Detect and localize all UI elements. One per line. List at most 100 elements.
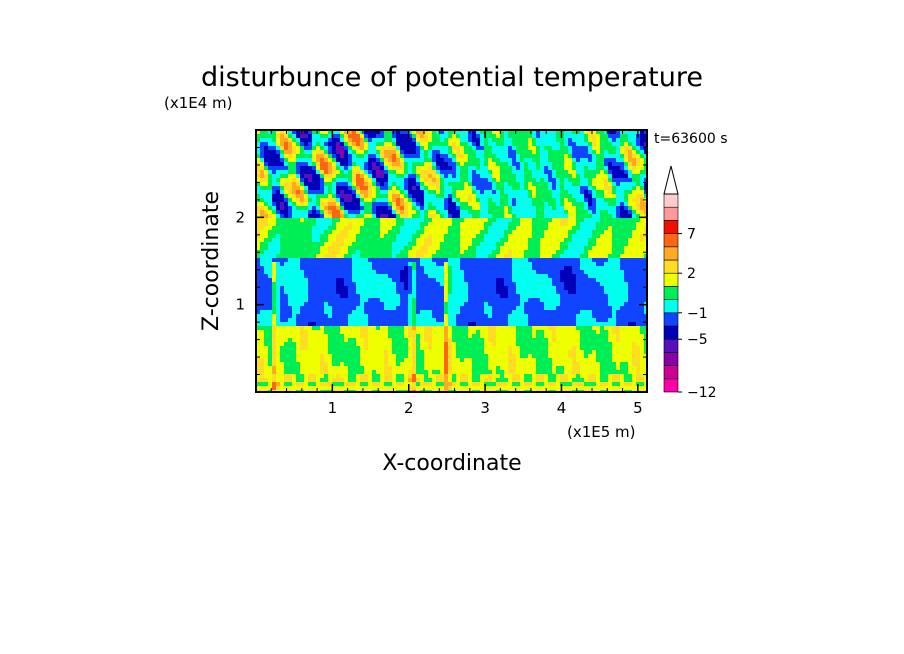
field-cell [340, 190, 345, 195]
field-cell [532, 214, 537, 219]
field-cell [524, 158, 529, 163]
field-cell [568, 254, 573, 259]
field-cell [300, 242, 305, 247]
field-cell [520, 150, 525, 155]
field-cell [464, 178, 469, 183]
field-cell [384, 218, 389, 223]
field-cell [472, 234, 477, 239]
field-cell [296, 150, 301, 155]
field-cell [272, 218, 277, 223]
field-cell [272, 190, 277, 195]
field-cell [604, 162, 609, 167]
field-cell [296, 154, 301, 159]
field-cell [256, 206, 261, 211]
field-cell [464, 246, 469, 251]
field-cell [620, 214, 625, 219]
field-cell [492, 194, 497, 199]
field-cell [320, 294, 325, 299]
field-cell [292, 130, 297, 135]
field-cell [616, 330, 621, 335]
field-cell [400, 294, 405, 299]
field-cell [644, 326, 647, 331]
field-cell [548, 294, 553, 299]
field-cell [424, 142, 429, 147]
field-cell [520, 194, 525, 199]
field-cell [480, 318, 485, 323]
field-cell [488, 166, 493, 171]
field-cell [284, 218, 289, 223]
field-cell [456, 326, 461, 331]
field-cell [464, 146, 469, 151]
field-cell [516, 206, 521, 211]
field-cell [520, 254, 525, 259]
field-cell [628, 146, 633, 151]
field-cell [344, 138, 349, 143]
field-cell [456, 170, 461, 175]
field-cell [328, 230, 333, 235]
field-cell [528, 210, 533, 215]
field-cell [612, 138, 617, 143]
field-cell [532, 178, 537, 183]
field-cell [504, 210, 509, 215]
field-cell [316, 202, 321, 207]
field-cell [400, 302, 405, 307]
field-cell [532, 250, 537, 255]
field-cell [636, 234, 641, 239]
field-cell [520, 314, 525, 319]
field-cell [608, 170, 613, 175]
field-cell [540, 186, 545, 191]
field-cell [552, 266, 557, 271]
field-cell [304, 158, 309, 163]
field-cell [256, 258, 261, 263]
field-cell [420, 262, 425, 267]
field-cell [608, 282, 613, 287]
field-cell [284, 258, 289, 263]
field-cell [544, 330, 549, 335]
field-cell [312, 294, 317, 299]
field-cell [616, 226, 621, 231]
field-cell [288, 166, 293, 171]
field-cell [496, 314, 501, 319]
field-cell [572, 262, 577, 267]
field-cell [432, 170, 437, 175]
field-cell [628, 322, 633, 327]
field-cell [556, 266, 561, 271]
field-cell [328, 218, 333, 223]
field-cell [644, 254, 647, 259]
field-cell [276, 190, 281, 195]
field-cell [624, 258, 629, 263]
field-cell [640, 322, 645, 327]
field-cell [268, 250, 273, 255]
field-cell [360, 170, 365, 175]
field-cell [300, 198, 305, 203]
field-cell [300, 138, 305, 143]
field-cell [288, 222, 293, 227]
field-cell [292, 162, 297, 167]
field-cell [644, 218, 647, 223]
field-cell [284, 222, 289, 227]
field-cell [588, 190, 593, 195]
field-cell [324, 174, 329, 179]
field-cell [276, 134, 281, 139]
field-cell [592, 246, 597, 251]
field-cell [432, 182, 437, 187]
field-cell [600, 178, 605, 183]
field-cell [444, 294, 449, 299]
field-cell [348, 270, 353, 275]
field-cell [292, 250, 297, 255]
field-cell [580, 178, 585, 183]
field-cell [384, 138, 389, 143]
field-cell [544, 318, 549, 323]
field-cell [368, 286, 373, 291]
field-cell [528, 194, 533, 199]
field-cell [344, 170, 349, 175]
field-cell [372, 154, 377, 159]
field-cell [620, 198, 625, 203]
field-cell [416, 290, 421, 295]
field-cell [544, 286, 549, 291]
field-cell [424, 318, 429, 323]
field-cell [452, 326, 457, 331]
field-cell [456, 154, 461, 159]
field-cell [568, 194, 573, 199]
field-cell [604, 302, 609, 307]
